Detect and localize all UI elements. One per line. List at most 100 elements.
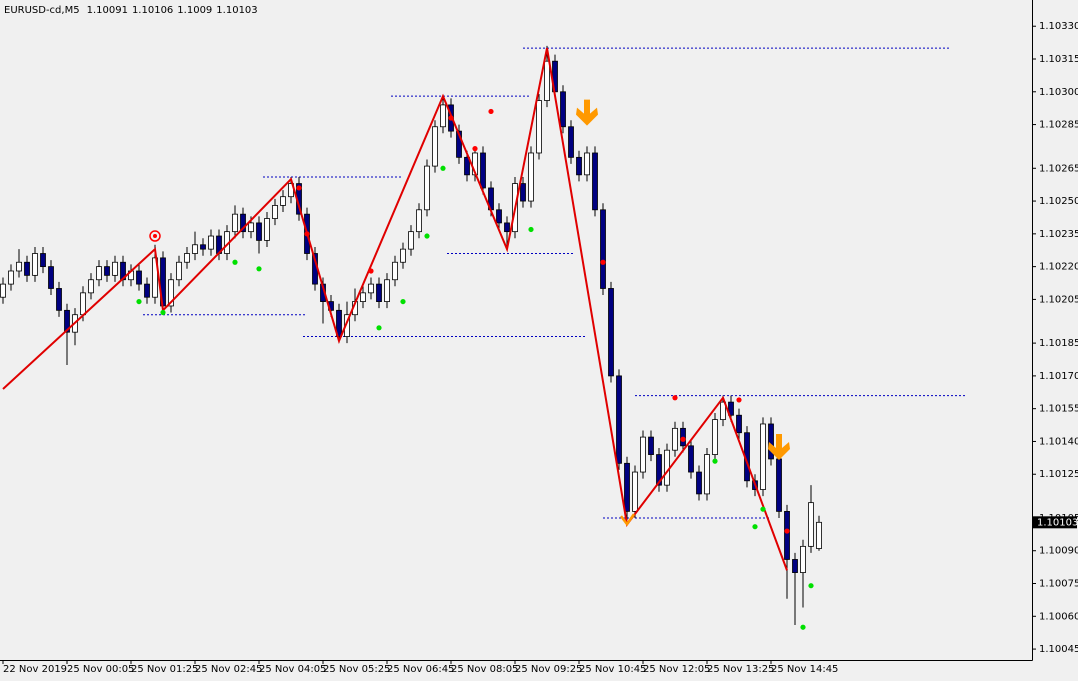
- x-tick-label: 25 Nov 04:05: [259, 664, 326, 675]
- header: EURUSD-cd,M5 1.10091 1.10106 1.1009 1.10103: [4, 5, 258, 16]
- y-tick-label: 1.10315: [1039, 54, 1078, 65]
- price-box: [1033, 516, 1077, 529]
- candle-body: [64, 309, 70, 333]
- support-dot: [800, 624, 806, 630]
- y-tick-label: 1.10265: [1039, 163, 1078, 174]
- candle-body: [168, 279, 174, 307]
- candle-body: [504, 222, 510, 233]
- x-tick-label: 25 Nov 02:45: [195, 664, 262, 675]
- candle-body: [624, 462, 630, 512]
- candle-body: [528, 152, 534, 202]
- candle-body: [440, 104, 446, 128]
- resistance-dot: [672, 395, 678, 401]
- candle-body: [672, 427, 678, 451]
- x-tick-label: 25 Nov 00:05: [67, 664, 134, 675]
- y-tick-label: 1.10285: [1039, 120, 1078, 131]
- x-tick-label: 25 Nov 06:45: [387, 664, 454, 675]
- x-tick-label: 25 Nov 05:25: [323, 664, 390, 675]
- candle-body: [784, 510, 790, 560]
- candle-body: [248, 222, 254, 233]
- candle-body: [576, 156, 582, 176]
- y-tick-label: 1.10330: [1039, 21, 1078, 32]
- support-dot: [528, 226, 534, 233]
- candle-body: [432, 126, 438, 167]
- candle-body: [24, 261, 30, 276]
- candle-body: [176, 261, 182, 281]
- candle-body: [584, 152, 590, 176]
- x-tick-label: 25 Nov 14:45: [771, 664, 838, 675]
- support-dot: [752, 524, 758, 530]
- x-tick-label: 22 Nov 2019: [3, 664, 67, 675]
- sell-arrow: [768, 434, 790, 461]
- candle-body: [792, 559, 798, 573]
- resistance-dot: [680, 436, 686, 442]
- candle-body: [536, 100, 542, 154]
- candle-body: [208, 235, 214, 250]
- candle-body: [712, 419, 718, 455]
- resistance-dot: [784, 528, 790, 534]
- support-dot: [400, 298, 406, 305]
- signal-ring: [149, 230, 161, 242]
- candle-body: [808, 502, 814, 547]
- candle-body: [760, 423, 766, 490]
- support-dot: [760, 506, 766, 512]
- candle-body: [400, 248, 406, 263]
- resistance-dot: [736, 397, 742, 403]
- candle-body: [496, 209, 502, 224]
- candle-body: [192, 244, 198, 254]
- candle-body: [520, 183, 526, 202]
- candle-body: [656, 454, 662, 486]
- candle-body: [96, 266, 102, 281]
- candle-body: [80, 292, 86, 316]
- candle-body: [8, 270, 14, 285]
- y-tick-label: 1.10170: [1039, 371, 1078, 382]
- y-tick-label: 1.10045: [1039, 644, 1078, 655]
- candle-body: [104, 266, 110, 276]
- candle-body: [40, 253, 46, 268]
- candle-body: [800, 545, 806, 573]
- resistance-dot: [304, 231, 310, 237]
- support-dot: [232, 259, 238, 265]
- y-tick-label: 1.10090: [1039, 546, 1078, 557]
- candle-body: [776, 458, 782, 512]
- resistance-dot: [296, 185, 302, 191]
- bar-open: 1.10091: [87, 5, 128, 16]
- candle-body: [88, 279, 94, 294]
- bar-low: 1.1009: [177, 5, 212, 16]
- candle-body: [384, 279, 390, 302]
- candle-body: [136, 270, 142, 285]
- candle-body: [768, 423, 774, 460]
- x-tick-label: 25 Nov 12:05: [643, 664, 710, 675]
- candle-body: [424, 165, 430, 211]
- zigzag-line: [2, 47, 788, 571]
- candle-body: [592, 152, 598, 211]
- y-tick-label: 1.10205: [1039, 294, 1078, 305]
- candle-body: [16, 261, 22, 272]
- candle-body: [240, 213, 246, 233]
- x-tick-label: 25 Nov 08:05: [451, 664, 518, 675]
- candle-body: [464, 156, 470, 176]
- candle-body: [728, 401, 734, 416]
- support-dot: [440, 165, 446, 171]
- price-box-label: 1.10103: [1037, 517, 1078, 528]
- candle-body: [608, 288, 614, 377]
- candle-body: [632, 471, 638, 512]
- resistance-dot: [488, 108, 494, 115]
- candle-body: [232, 213, 238, 233]
- candle-body: [0, 283, 6, 298]
- support-dot: [808, 583, 814, 589]
- candle-body: [368, 283, 374, 294]
- candle-body: [376, 283, 382, 302]
- candle-body: [816, 521, 822, 549]
- y-tick-label: 1.10075: [1039, 579, 1078, 590]
- candle-body: [336, 309, 342, 337]
- candle-body: [360, 292, 366, 302]
- support-dot: [424, 233, 430, 239]
- support-dot: [136, 298, 142, 305]
- candle-body: [280, 196, 286, 206]
- candle-body: [648, 436, 654, 455]
- candle-body: [736, 414, 742, 434]
- y-tick-label: 1.10235: [1039, 229, 1078, 240]
- candle-body: [696, 471, 702, 495]
- candle-body: [704, 454, 710, 495]
